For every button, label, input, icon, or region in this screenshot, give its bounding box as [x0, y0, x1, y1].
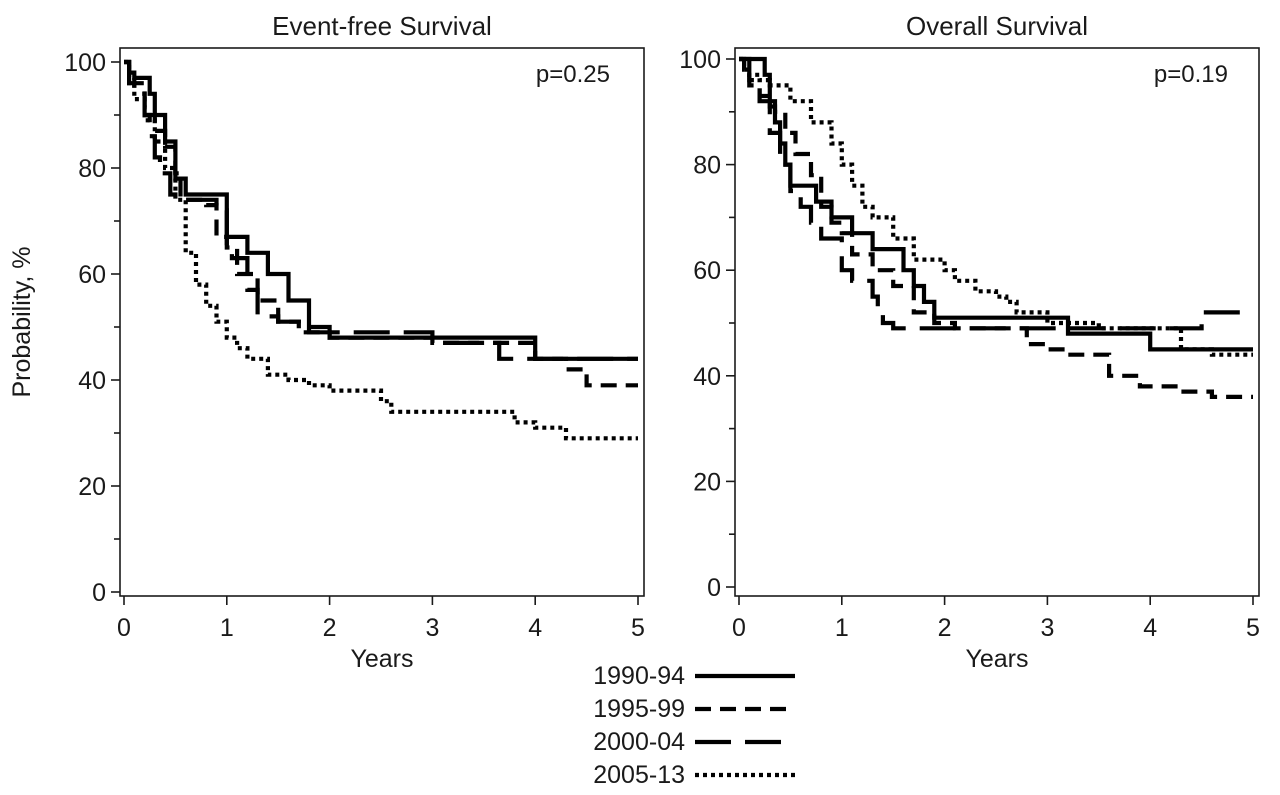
x-tick-label: 1	[835, 614, 849, 642]
axis-ticks-overall: 0 20 40 60 80 100 0 1 2 3 4 5	[679, 46, 1260, 642]
series-line-2000-04	[739, 56, 1253, 331]
x-tick-label: 4	[528, 614, 542, 642]
series-line-2005-13	[739, 56, 1253, 357]
x-tick-label: 0	[117, 614, 131, 642]
chart-title-event-free: Event-free Survival	[272, 11, 492, 41]
series-line-1995-99	[739, 56, 1253, 399]
plot-frame-overall	[734, 47, 1260, 597]
x-tick-label: 2	[938, 614, 952, 642]
x-tick-label: 4	[1143, 614, 1157, 642]
x-axis-label-event-free: Years	[350, 645, 413, 673]
curves-overall	[739, 56, 1253, 399]
panel-event-free: Event-free Survival p=0.25 0204060801000…	[8, 11, 645, 673]
p-value-overall: p=0.19	[1154, 61, 1228, 88]
chart-title-overall: Overall Survival	[906, 11, 1088, 41]
y-tick-label: 0	[707, 574, 721, 602]
x-tick-label: 2	[323, 614, 337, 642]
y-tick-label: 80	[78, 155, 106, 183]
series-line-2005-13	[124, 59, 638, 441]
x-tick-label: 3	[425, 614, 439, 642]
panel-overall: Overall Survival p=0.19 0 20 40 60 80 100 0 1 2 3…	[679, 11, 1260, 673]
curves-event-free	[124, 59, 638, 441]
legend-label-1995-99: 1995-99	[593, 695, 685, 723]
y-tick-label: 20	[78, 473, 106, 501]
y-tick-label: 40	[78, 367, 106, 395]
x-axis-label-overall: Years	[965, 645, 1028, 673]
legend-label-2000-04: 2000-04	[593, 728, 685, 756]
y-tick-label: 80	[693, 152, 721, 180]
y-axis-label: Probability, %	[8, 247, 36, 398]
series-line-1990-94	[124, 59, 638, 361]
y-tick-label: 20	[693, 468, 721, 496]
y-tick-label: 0	[92, 579, 106, 607]
series-line-1990-94	[739, 56, 1253, 352]
p-value-event-free: p=0.25	[536, 61, 610, 88]
legend: 1990-94 1995-99 2000-04 2005-13	[593, 662, 795, 789]
y-tick-label: 60	[78, 261, 106, 289]
y-tick-label: 100	[64, 49, 106, 77]
series-line-2000-04	[124, 59, 638, 361]
y-tick-label: 60	[693, 257, 721, 285]
series-line-1995-99	[124, 59, 638, 388]
legend-label-2005-13: 2005-13	[593, 761, 685, 789]
x-tick-label: 3	[1040, 614, 1054, 642]
x-tick-label: 1	[220, 614, 234, 642]
y-tick-label: 100	[679, 46, 721, 74]
legend-label-1990-94: 1990-94	[593, 662, 685, 690]
plot-frame-event-free	[119, 47, 645, 597]
x-tick-label: 5	[631, 614, 645, 642]
axis-ticks-event-free: 0 20 40 60 80 100 0 1 2 3 4 5	[64, 49, 645, 642]
x-tick-label: 5	[1246, 614, 1260, 642]
y-tick-label: 40	[693, 363, 721, 391]
x-tick-label: 0	[732, 614, 746, 642]
